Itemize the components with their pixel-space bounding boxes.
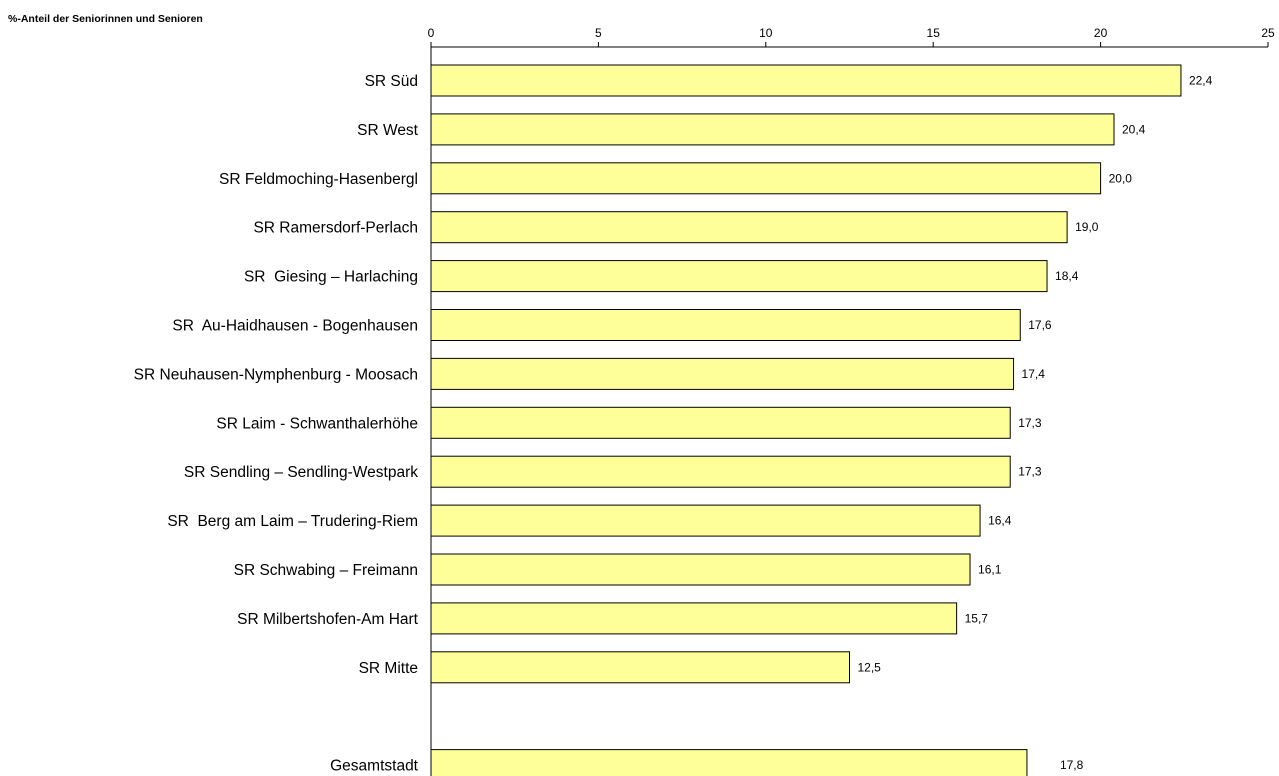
category-label: SR Berg am Laim – Trudering-Riem: [167, 513, 418, 530]
bar: [430, 260, 1048, 293]
category-label: SR West: [357, 122, 419, 139]
bar: [430, 309, 1021, 341]
data-label: 22,4: [1189, 74, 1213, 88]
data-label: 15,7: [965, 611, 989, 625]
category-label: SR Laim - Schwanthalerhöhe: [216, 415, 418, 432]
data-label: 12,5: [858, 660, 882, 674]
data-label: 20,0: [1109, 171, 1133, 185]
bar: [430, 504, 981, 537]
bar: [430, 553, 971, 586]
data-label: 19,0: [1075, 220, 1099, 234]
category-label: SR Feldmoching-Hasenbergl: [219, 171, 418, 188]
category-label: SR Sendling – Sendling-Westpark: [184, 464, 418, 481]
bar: [430, 162, 1102, 195]
data-label: 17,3: [1018, 416, 1042, 430]
bar: [430, 406, 1011, 439]
bar: [430, 357, 1015, 390]
data-label: 20,4: [1122, 122, 1146, 136]
x-tick-label: 5: [595, 26, 602, 40]
bar: [430, 602, 958, 635]
x-tick-label: 15: [927, 26, 941, 40]
data-label: 16,4: [988, 514, 1012, 528]
bar: [430, 113, 1115, 146]
x-tick-label: 0: [428, 26, 435, 40]
x-tick-label: 20: [1094, 26, 1108, 40]
category-label: SR Giesing – Harlaching: [244, 269, 418, 286]
category-label: SR Ramersdorf-Perlach: [253, 220, 418, 237]
bars: [430, 64, 1182, 776]
category-label: SR Au-Haidhausen - Bogenhausen: [172, 318, 418, 335]
data-label: 17,6: [1028, 318, 1052, 332]
bar: [430, 455, 1011, 488]
x-tick-label: 25: [1261, 26, 1275, 40]
category-label: SR Schwabing – Freimann: [234, 562, 418, 579]
chart-title: %-Anteil der Seniorinnen und Senioren: [8, 13, 203, 25]
x-tick-label: 10: [759, 26, 773, 40]
data-label: 17,3: [1018, 465, 1042, 479]
category-labels: SR Süd SR West SR Feldmoching-Hasenbergl SR…: [134, 73, 419, 775]
category-label: SR Süd: [365, 73, 418, 90]
data-label: 17,8: [1060, 758, 1084, 772]
bar: [430, 211, 1068, 244]
bar: [430, 64, 1182, 97]
bar: [430, 651, 850, 684]
category-label: Gesamtstadt: [330, 758, 419, 775]
category-label: SR Neuhausen-Nymphenburg - Moosach: [134, 366, 418, 383]
value-labels: 22,4 20,4 20,0 19,0 18,4 17,6 17,4 17,3 17,3 16,4…: [858, 74, 1213, 773]
category-label: SR Milbertshofen-Am Hart: [237, 611, 419, 628]
data-label: 17,4: [1022, 367, 1046, 381]
data-label: 18,4: [1055, 269, 1079, 283]
category-label: SR Mitte: [359, 660, 418, 677]
bar: [430, 749, 1028, 776]
data-label: 16,1: [978, 563, 1002, 577]
